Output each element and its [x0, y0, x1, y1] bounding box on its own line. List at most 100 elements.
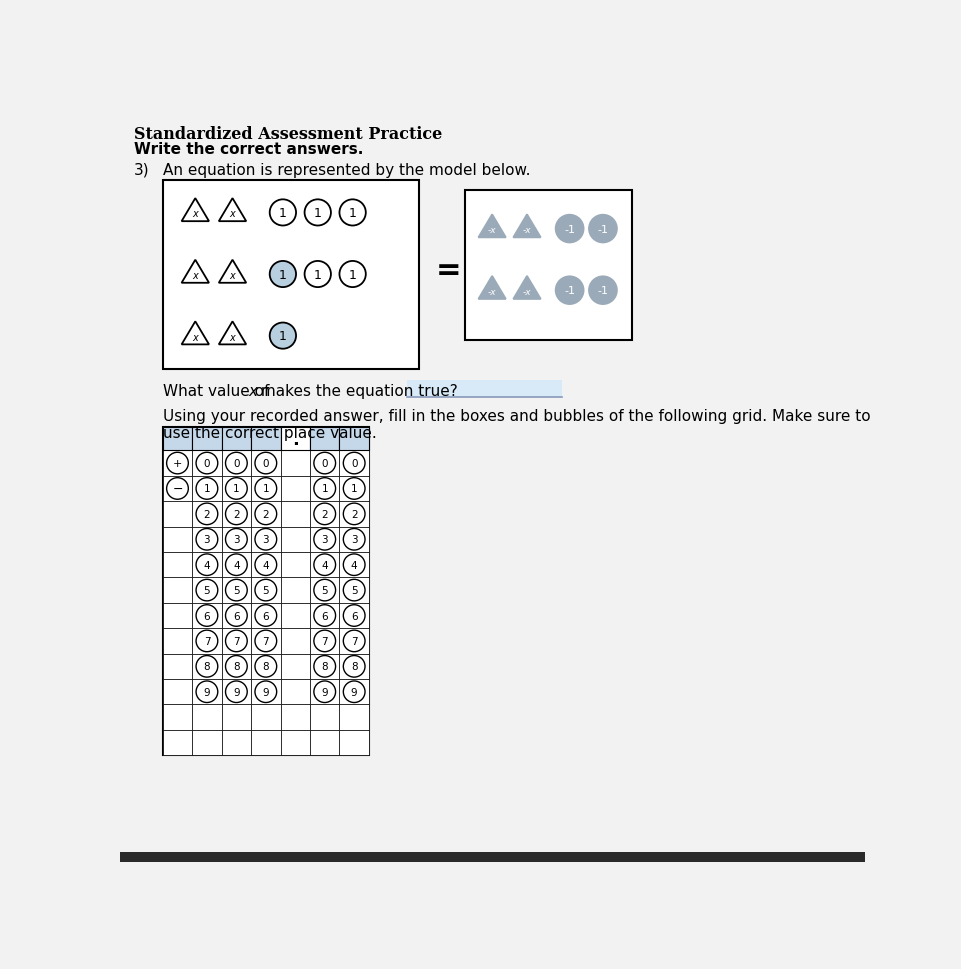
Circle shape [339, 201, 366, 227]
Circle shape [255, 681, 277, 703]
Circle shape [314, 579, 335, 601]
Text: use the correct place value.: use the correct place value. [162, 425, 377, 441]
FancyBboxPatch shape [281, 477, 310, 502]
Text: 1: 1 [279, 268, 286, 281]
Text: What value of: What value of [162, 383, 274, 398]
FancyBboxPatch shape [192, 629, 222, 654]
FancyBboxPatch shape [222, 451, 251, 477]
Circle shape [270, 262, 296, 288]
Circle shape [226, 453, 247, 475]
Circle shape [343, 554, 365, 576]
Circle shape [343, 529, 365, 550]
Circle shape [555, 215, 583, 243]
FancyBboxPatch shape [162, 527, 192, 552]
Text: 6: 6 [204, 610, 210, 621]
FancyBboxPatch shape [162, 427, 369, 756]
Circle shape [226, 631, 247, 652]
Circle shape [314, 529, 335, 550]
Text: 3: 3 [234, 535, 239, 545]
Text: 1: 1 [314, 268, 322, 281]
Circle shape [226, 579, 247, 601]
FancyBboxPatch shape [222, 730, 251, 756]
Text: 0: 0 [351, 458, 357, 469]
FancyBboxPatch shape [281, 704, 310, 730]
Circle shape [255, 605, 277, 627]
Text: 1: 1 [314, 206, 322, 220]
Circle shape [314, 453, 335, 475]
FancyBboxPatch shape [251, 629, 281, 654]
FancyBboxPatch shape [281, 527, 310, 552]
FancyBboxPatch shape [222, 679, 251, 704]
FancyBboxPatch shape [222, 527, 251, 552]
Circle shape [314, 504, 335, 525]
Circle shape [343, 656, 365, 677]
FancyBboxPatch shape [192, 654, 222, 679]
FancyBboxPatch shape [192, 730, 222, 756]
Circle shape [343, 453, 365, 475]
FancyBboxPatch shape [251, 451, 281, 477]
Polygon shape [219, 322, 246, 345]
Circle shape [270, 324, 296, 350]
Circle shape [196, 478, 218, 500]
FancyBboxPatch shape [310, 502, 339, 527]
FancyBboxPatch shape [251, 730, 281, 756]
FancyBboxPatch shape [281, 654, 310, 679]
FancyBboxPatch shape [162, 477, 192, 502]
FancyBboxPatch shape [310, 629, 339, 654]
FancyBboxPatch shape [162, 603, 192, 629]
FancyBboxPatch shape [162, 704, 192, 730]
FancyBboxPatch shape [281, 578, 310, 603]
Text: 9: 9 [321, 687, 328, 697]
FancyBboxPatch shape [222, 629, 251, 654]
Circle shape [343, 504, 365, 525]
Text: 7: 7 [262, 637, 269, 646]
Text: 3: 3 [321, 535, 328, 545]
Circle shape [255, 631, 277, 652]
Circle shape [226, 529, 247, 550]
FancyBboxPatch shape [251, 603, 281, 629]
FancyBboxPatch shape [281, 730, 310, 756]
Circle shape [226, 554, 247, 576]
Circle shape [226, 605, 247, 627]
Text: 1: 1 [321, 484, 328, 494]
Circle shape [314, 605, 335, 627]
Text: -x: -x [488, 226, 497, 234]
FancyBboxPatch shape [310, 451, 339, 477]
FancyBboxPatch shape [162, 578, 192, 603]
FancyBboxPatch shape [339, 502, 369, 527]
FancyBboxPatch shape [192, 679, 222, 704]
Text: 6: 6 [321, 610, 328, 621]
Circle shape [226, 656, 247, 677]
Text: 7: 7 [234, 637, 239, 646]
FancyBboxPatch shape [222, 704, 251, 730]
Text: 0: 0 [204, 458, 210, 469]
FancyBboxPatch shape [162, 679, 192, 704]
Circle shape [343, 579, 365, 601]
Text: 5: 5 [321, 585, 328, 596]
Text: 4: 4 [204, 560, 210, 570]
FancyBboxPatch shape [162, 427, 192, 451]
Text: 1: 1 [351, 484, 357, 494]
Text: x: x [192, 332, 198, 342]
Text: 2: 2 [234, 510, 239, 519]
Circle shape [343, 681, 365, 703]
Circle shape [255, 554, 277, 576]
Text: -1: -1 [564, 286, 575, 296]
Text: 4: 4 [262, 560, 269, 570]
FancyBboxPatch shape [222, 477, 251, 502]
Text: 8: 8 [234, 662, 239, 672]
Text: -x: -x [523, 226, 531, 234]
FancyBboxPatch shape [120, 116, 865, 862]
Text: 5: 5 [262, 585, 269, 596]
FancyBboxPatch shape [339, 730, 369, 756]
Circle shape [166, 478, 188, 500]
Text: 7: 7 [204, 637, 210, 646]
FancyBboxPatch shape [251, 427, 281, 451]
FancyBboxPatch shape [162, 654, 192, 679]
FancyBboxPatch shape [339, 603, 369, 629]
FancyBboxPatch shape [407, 381, 562, 398]
Text: 2: 2 [262, 510, 269, 519]
Polygon shape [479, 276, 505, 299]
Circle shape [255, 478, 277, 500]
FancyBboxPatch shape [192, 427, 222, 451]
